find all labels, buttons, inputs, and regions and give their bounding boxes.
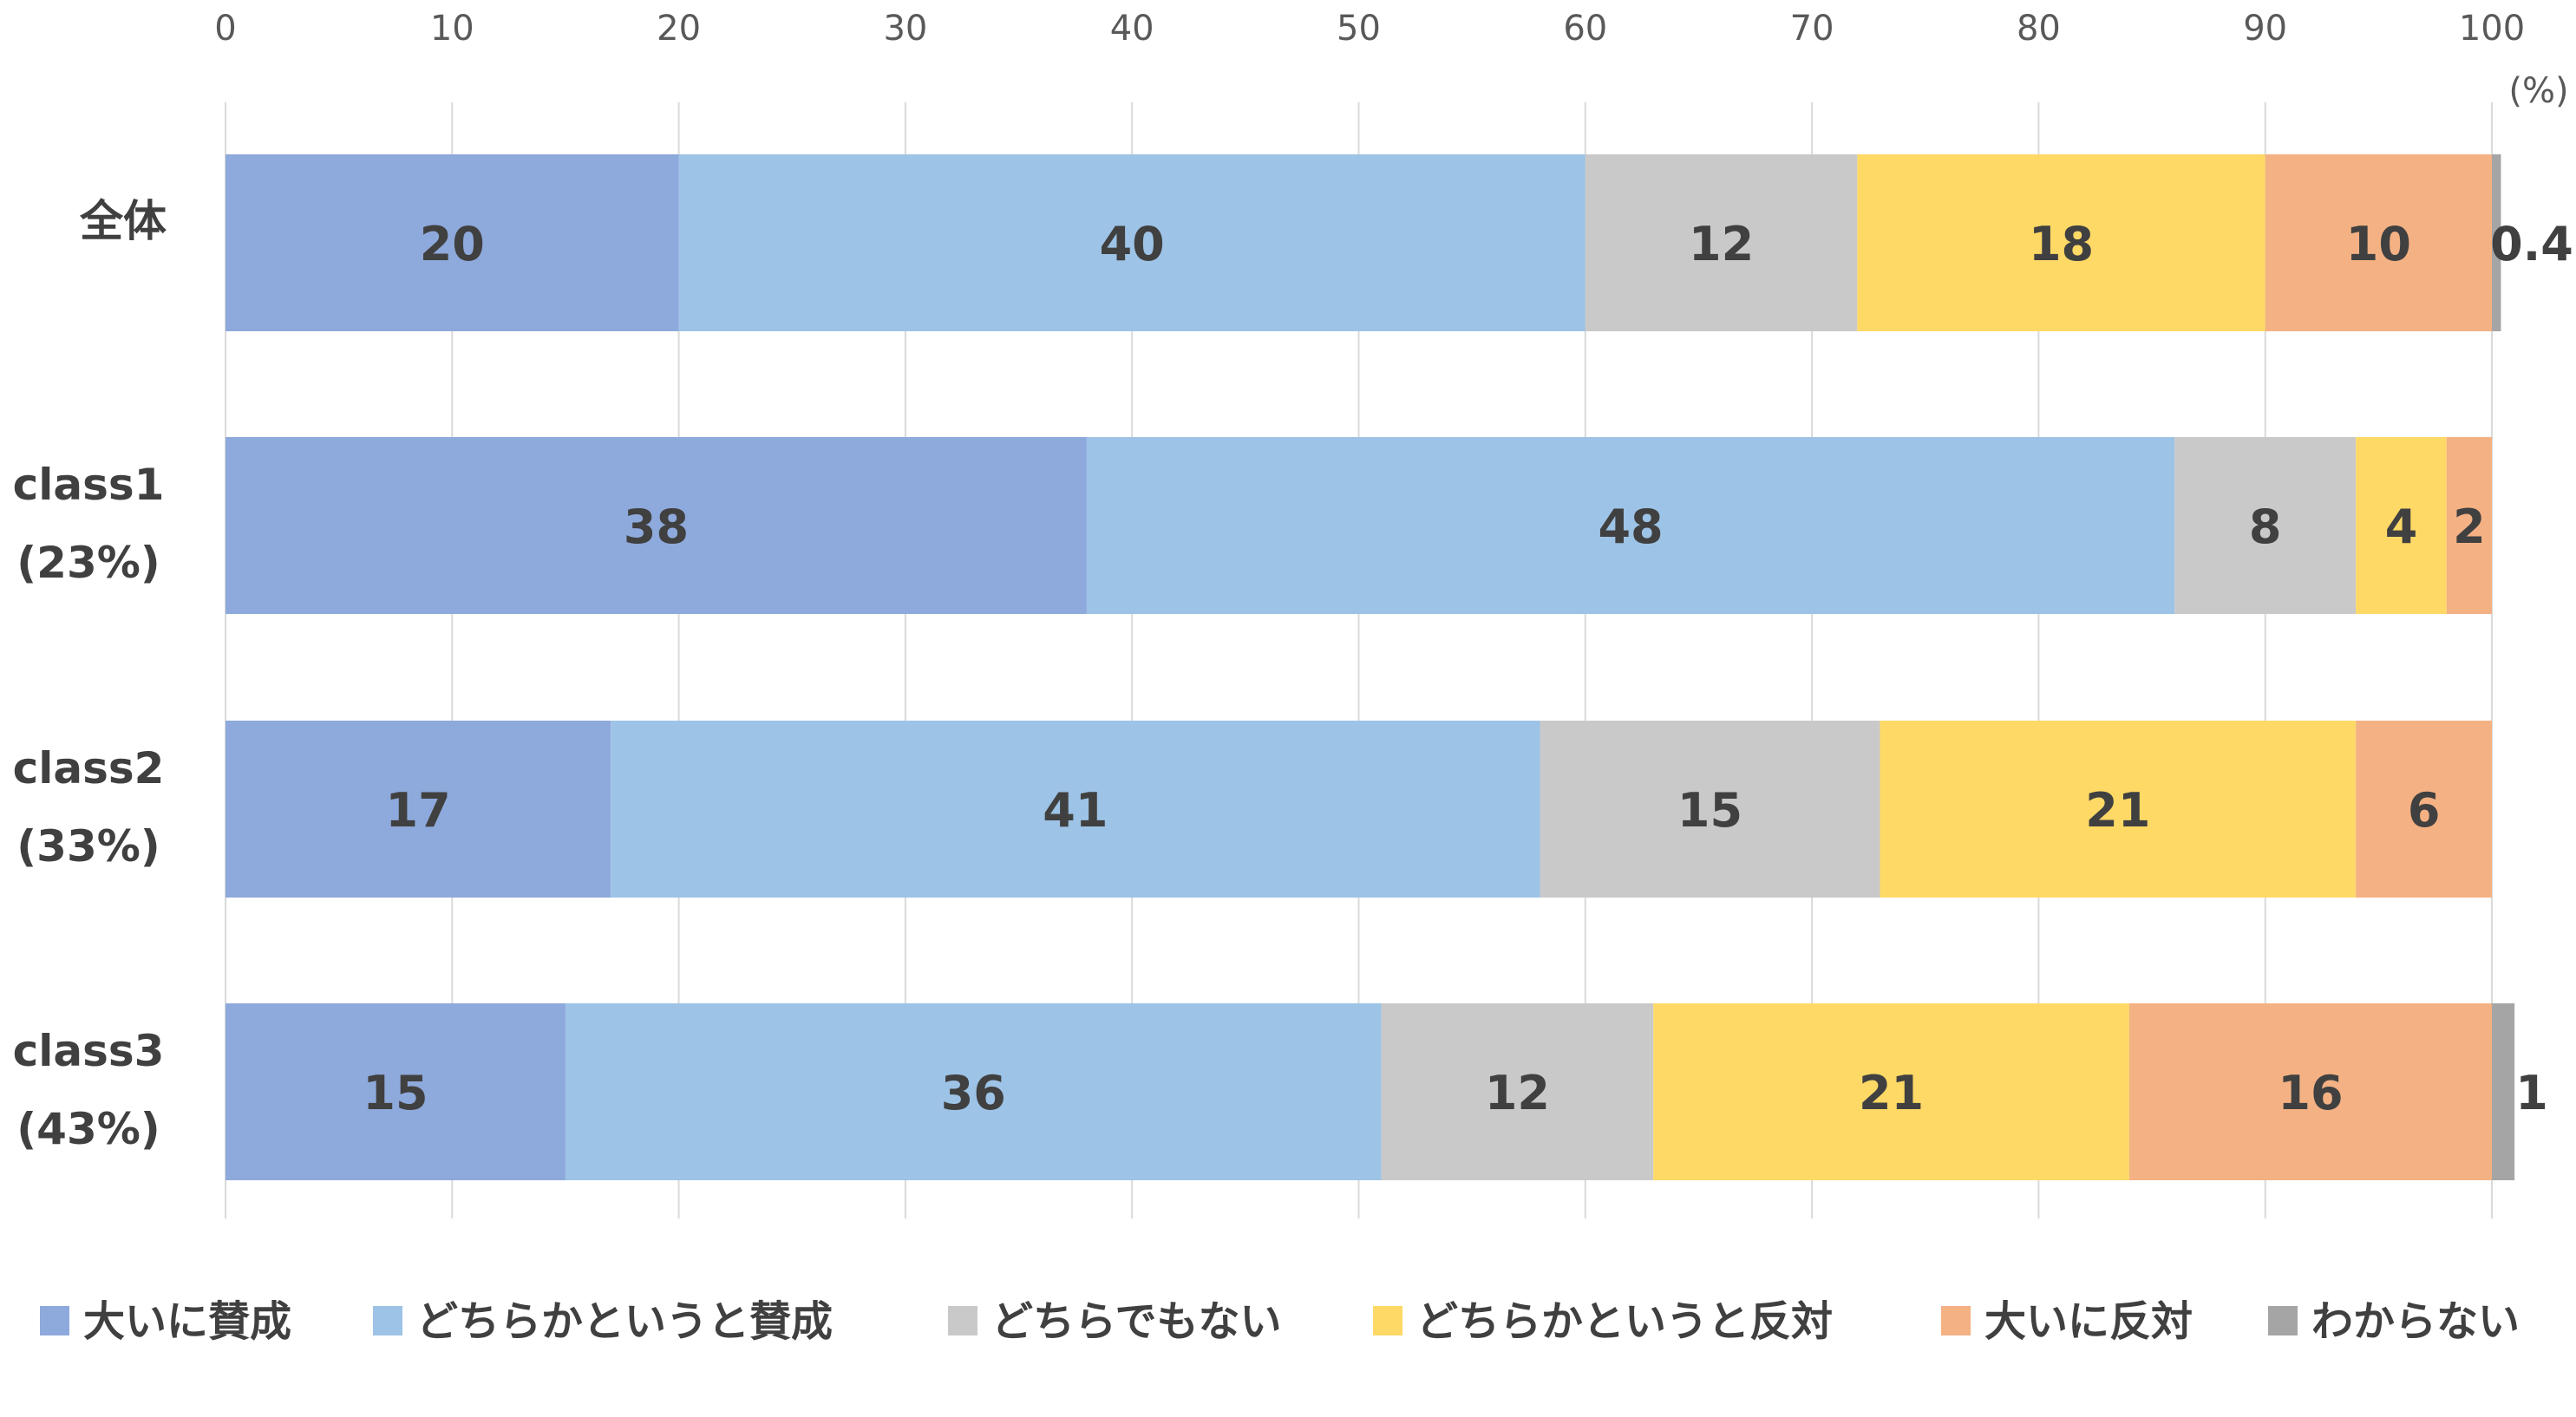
legend-label: どちらでもない xyxy=(991,1297,1282,1346)
x-tick-label: 90 xyxy=(2243,9,2287,49)
data-label: 8 xyxy=(2249,500,2282,554)
category-label: class2 xyxy=(13,743,165,793)
bars xyxy=(226,154,2515,1180)
x-tick-label: 80 xyxy=(2017,9,2061,49)
data-label: 16 xyxy=(2278,1066,2343,1120)
legend-swatch xyxy=(1373,1306,1402,1335)
data-label: 21 xyxy=(2085,783,2150,838)
legend-swatch xyxy=(1941,1306,1971,1335)
bar-segment xyxy=(226,721,611,898)
legend-label: 大いに反対 xyxy=(1984,1297,2193,1346)
x-tick-label: 30 xyxy=(883,9,927,49)
data-labels: 20 40 12 18 10 0.4 38 48 8 4 2 17 41 15 21 6 15 36 12 21 16 1 xyxy=(363,217,2573,1120)
bar-segment xyxy=(2356,721,2492,898)
category-label: class3 xyxy=(13,1026,165,1076)
bar-segment xyxy=(2265,154,2492,331)
bar-segment xyxy=(1086,437,2175,614)
x-tick-label: 60 xyxy=(1563,9,1607,49)
category-share-label: (23%) xyxy=(16,538,160,588)
bar-segment xyxy=(1381,1003,1654,1180)
x-tick-label: 0 xyxy=(214,9,236,49)
bar-segment xyxy=(2446,437,2492,614)
data-label: 20 xyxy=(420,217,485,271)
data-label: 2 xyxy=(2453,500,2486,554)
bar-segment xyxy=(1653,1003,2129,1180)
category-label: class1 xyxy=(13,460,165,510)
bar-segment xyxy=(2128,1003,2492,1180)
data-label: 15 xyxy=(363,1066,428,1120)
bar-segment xyxy=(226,437,1087,614)
legend-label: どちらかというと反対 xyxy=(1416,1297,1833,1346)
legend: 大いに賛成 どちらかというと賛成 どちらでもない どちらかというと反対 大いに反対 わから… xyxy=(40,1297,2520,1346)
bar-segment xyxy=(2492,154,2501,331)
category-labels: 全体 class1 (23%) class2 (33%) class3 (43%) xyxy=(13,196,167,1154)
data-label: 15 xyxy=(1677,783,1742,838)
x-tick-label: 10 xyxy=(430,9,474,49)
bar-segment xyxy=(2174,437,2357,614)
legend-swatch xyxy=(948,1306,977,1335)
legend-label: わからない xyxy=(2311,1297,2520,1346)
data-label: 0.4 xyxy=(2490,217,2573,271)
x-axis-ticks: 0 10 20 30 40 50 60 70 80 90 100 xyxy=(214,9,2525,49)
data-label: 10 xyxy=(2346,217,2411,271)
data-label: 1 xyxy=(2515,1066,2548,1120)
x-tick-label: 40 xyxy=(1110,9,1154,49)
bar-segment xyxy=(2492,1003,2515,1180)
category-share-label: (43%) xyxy=(16,1104,160,1154)
x-tick-label: 100 xyxy=(2459,9,2525,49)
bar-segment xyxy=(611,721,1540,898)
legend-swatch xyxy=(2268,1306,2298,1335)
legend-swatch xyxy=(40,1306,69,1335)
data-label: 12 xyxy=(1689,217,1754,271)
bar-segment xyxy=(1857,154,2265,331)
bar-segment xyxy=(565,1003,1382,1180)
bar-segment xyxy=(226,154,679,331)
x-tick-label: 50 xyxy=(1337,9,1381,49)
data-label: 4 xyxy=(2385,500,2418,554)
data-label: 36 xyxy=(941,1066,1006,1120)
bar-segment xyxy=(1880,721,2357,898)
x-tick-label: 70 xyxy=(1790,9,1834,49)
legend-swatch xyxy=(373,1306,402,1335)
data-label: 17 xyxy=(386,783,451,838)
data-label: 6 xyxy=(2408,783,2441,838)
category-label: 全体 xyxy=(79,196,167,246)
category-share-label: (33%) xyxy=(16,821,160,872)
data-label: 48 xyxy=(1598,500,1663,554)
data-label: 18 xyxy=(2029,217,2094,271)
data-label: 21 xyxy=(1859,1066,1924,1120)
bar-segment xyxy=(1540,721,1880,898)
bar-segment xyxy=(678,154,1585,331)
legend-label: 大いに賛成 xyxy=(83,1297,291,1346)
data-label: 41 xyxy=(1043,783,1108,838)
data-label: 40 xyxy=(1100,217,1165,271)
bar-segment xyxy=(226,1003,566,1180)
bar-segment xyxy=(2356,437,2447,614)
data-label: 38 xyxy=(624,500,689,554)
x-tick-label: 20 xyxy=(657,9,701,49)
legend-label: どちらかというと賛成 xyxy=(416,1297,833,1346)
bar-segment xyxy=(1585,154,1858,331)
data-label: 12 xyxy=(1485,1066,1550,1120)
unit-label: (%) xyxy=(2508,71,2568,111)
